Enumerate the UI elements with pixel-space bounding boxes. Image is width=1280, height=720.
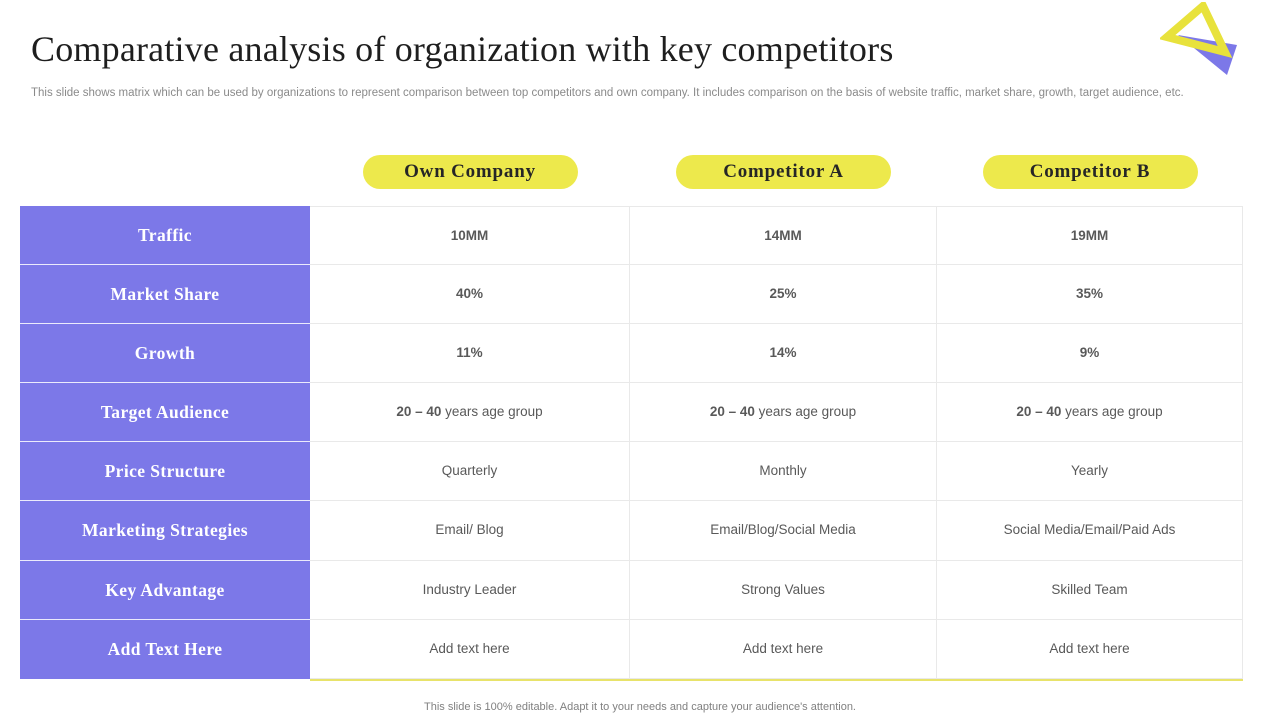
cell-value: 20 – 40 [709, 404, 755, 420]
table-cell: 11% [310, 324, 630, 384]
cell-value: 11% [456, 345, 483, 361]
cell-value: Monthly [759, 463, 807, 479]
table-cell: 20 – 40 years age group [937, 383, 1243, 443]
cell-value: 20 – 40 [396, 404, 442, 420]
row-header-market-share: Market Share [20, 265, 310, 325]
column-header-pill-competitor-a: Competitor A [676, 155, 891, 189]
cell-value: 25% [769, 286, 797, 302]
table-cell: 10MM [310, 206, 630, 266]
cell-value: Email/Blog/Social Media [710, 522, 856, 538]
cell-value: 14MM [764, 228, 802, 243]
cell-value: Industry Leader [422, 581, 517, 597]
row-header-traffic: Traffic [20, 206, 310, 266]
column-header-row: Own Company Competitor A Competitor B [310, 155, 1243, 189]
cell-value: Yearly [1070, 463, 1109, 479]
table-cell: 20 – 40 years age group [310, 383, 630, 443]
cell-value: Quarterly [441, 463, 498, 479]
overlapping-triangles-logo-icon [1160, 2, 1237, 75]
cell-value: 9% [1079, 345, 1100, 361]
table-cell: 25% [630, 265, 937, 325]
cell-value: 10MM [450, 228, 489, 243]
footer-note: This slide is 100% editable. Adapt it to… [424, 701, 856, 713]
table-cell: Email/Blog/Social Media [630, 501, 937, 561]
cell-value: years age group [441, 404, 543, 420]
add-text-placeholder[interactable]: Add text here [630, 619, 937, 679]
row-header-add-text-here[interactable]: Add Text Here [20, 619, 310, 679]
table-cell: Strong Values [630, 560, 937, 620]
page-title: Comparative analysis of organization wit… [31, 29, 894, 69]
row-header-marketing-strategies: Marketing Strategies [20, 501, 310, 561]
comparison-table: Traffic 10MM 14MM 19MM Market Share 40% … [20, 206, 1243, 679]
add-text-placeholder[interactable]: Add text here [310, 619, 630, 679]
cell-value: Social Media/Email/Paid Ads [1003, 522, 1176, 538]
row-header-growth: Growth [20, 324, 310, 384]
cell-value: Strong Values [741, 581, 825, 597]
cell-value: Skilled Team [1051, 581, 1128, 597]
table-cell: Monthly [630, 442, 937, 502]
row-header-price-structure: Price Structure [20, 442, 310, 502]
cell-value: 20 – 40 [1016, 404, 1062, 420]
table-cell: 19MM [937, 206, 1243, 266]
table-cell: 40% [310, 265, 630, 325]
table-cell: Email/ Blog [310, 501, 630, 561]
cell-value: years age group [1061, 404, 1163, 420]
cell-value: 14% [769, 345, 797, 361]
table-cell: 14MM [630, 206, 937, 266]
cell-value: 40% [455, 286, 484, 302]
table-cell: Yearly [937, 442, 1243, 502]
column-header-pill-own-company: Own Company [362, 155, 578, 189]
row-header-target-audience: Target Audience [20, 383, 310, 443]
page-subtitle: This slide shows matrix which can be use… [31, 87, 1184, 99]
row-header-key-advantage: Key Advantage [20, 560, 310, 620]
cell-value: Email/ Blog [435, 522, 504, 538]
table-cell: Skilled Team [937, 560, 1243, 620]
table-cell: Quarterly [310, 442, 630, 502]
table-cell: Industry Leader [310, 560, 630, 620]
table-bottom-accent-line [310, 679, 1243, 681]
cell-value: 35% [1075, 286, 1104, 302]
table-cell: 20 – 40 years age group [630, 383, 937, 443]
table-cell: 9% [937, 324, 1243, 384]
add-text-placeholder[interactable]: Add text here [937, 619, 1243, 679]
cell-value: Add text here [1049, 640, 1130, 656]
table-cell: 14% [630, 324, 937, 384]
table-cell: 35% [937, 265, 1243, 325]
column-header-pill-competitor-b: Competitor B [982, 155, 1198, 189]
cell-value: years age group [754, 404, 857, 420]
cell-value: 19MM [1070, 228, 1109, 243]
table-cell: Social Media/Email/Paid Ads [937, 501, 1243, 561]
cell-value: Add text here [742, 640, 824, 656]
cell-value: Add text here [429, 640, 510, 656]
